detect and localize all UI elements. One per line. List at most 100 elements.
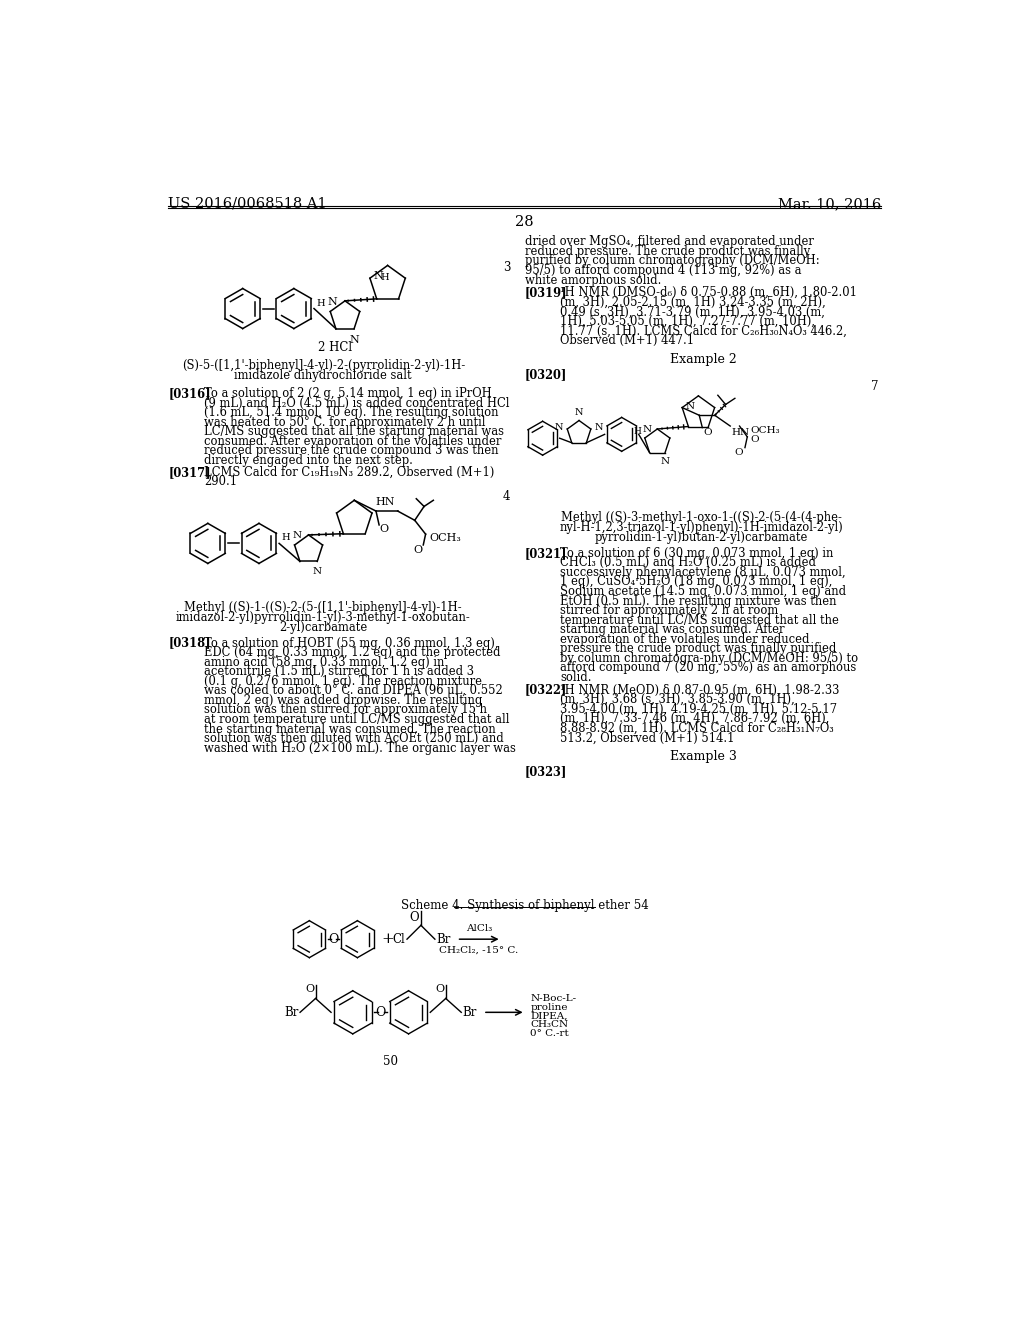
Text: HN: HN bbox=[376, 498, 395, 507]
Text: LCMS Calcd for C₁₉H₁₉N₃ 289.2, Observed (M+1): LCMS Calcd for C₁₉H₁₉N₃ 289.2, Observed … bbox=[204, 466, 495, 479]
Text: 8.88-8.92 (m, 1H). LCMS Calcd for C₂₈H₃₁N₇O₃: 8.88-8.92 (m, 1H). LCMS Calcd for C₂₈H₃₁… bbox=[560, 722, 835, 735]
Text: Example 3: Example 3 bbox=[670, 750, 736, 763]
Text: ¹H NMR (DMSO-d₆) δ 0.75-0.88 (m, 6H), 1.80-2.01: ¹H NMR (DMSO-d₆) δ 0.75-0.88 (m, 6H), 1.… bbox=[560, 286, 857, 300]
Text: reduced pressure. The crude product was finally: reduced pressure. The crude product was … bbox=[524, 246, 810, 257]
Text: N: N bbox=[292, 532, 301, 540]
Text: 513.2, Observed (M+1) 514.1: 513.2, Observed (M+1) 514.1 bbox=[560, 731, 735, 744]
Text: CHCl₃ (0.5 mL) and H₂O (0.25 mL) is added: CHCl₃ (0.5 mL) and H₂O (0.25 mL) is adde… bbox=[560, 556, 816, 569]
Text: mmol, 2 eq) was added dropwise. The resulting: mmol, 2 eq) was added dropwise. The resu… bbox=[204, 694, 482, 706]
Text: washed with H₂O (2×100 mL). The organic layer was: washed with H₂O (2×100 mL). The organic … bbox=[204, 742, 516, 755]
Text: [0319]: [0319] bbox=[524, 286, 567, 300]
Text: successively phenylacetylene (8 μL, 0.073 mmol,: successively phenylacetylene (8 μL, 0.07… bbox=[560, 566, 846, 579]
Text: Cl: Cl bbox=[392, 933, 404, 945]
Text: dried over MgSO₄, filtered and evaporated under: dried over MgSO₄, filtered and evaporate… bbox=[524, 235, 814, 248]
Text: Methyl ((S)-3-methyl-1-oxo-1-((S)-2-(5-(4-(4-phe-: Methyl ((S)-3-methyl-1-oxo-1-((S)-2-(5-(… bbox=[561, 511, 842, 524]
Text: To a solution of 2 (2 g, 5.14 mmol, 1 eq) in iPrOH: To a solution of 2 (2 g, 5.14 mmol, 1 eq… bbox=[204, 387, 492, 400]
Text: O: O bbox=[435, 983, 444, 994]
Text: H: H bbox=[281, 533, 290, 543]
Text: N: N bbox=[595, 422, 603, 432]
Text: 2-yl)carbamate: 2-yl)carbamate bbox=[280, 622, 368, 634]
Text: 2 HCl: 2 HCl bbox=[317, 341, 352, 354]
Text: OCH₃: OCH₃ bbox=[429, 533, 462, 543]
Text: solution was then diluted with AcOEt (250 mL) and: solution was then diluted with AcOEt (25… bbox=[204, 733, 504, 744]
Text: O: O bbox=[410, 911, 420, 924]
Text: amino acid (58 mg, 0.33 mmol, 1.2 eq) in: amino acid (58 mg, 0.33 mmol, 1.2 eq) in bbox=[204, 656, 444, 669]
Text: temperature until LC/MS suggested that all the: temperature until LC/MS suggested that a… bbox=[560, 614, 840, 627]
Text: [0322]: [0322] bbox=[524, 684, 567, 697]
Text: EtOH (0.5 mL). The resulting mixture was then: EtOH (0.5 mL). The resulting mixture was… bbox=[560, 594, 837, 607]
Text: acetonitrile (1.5 mL) stirred for 1 h is added 3: acetonitrile (1.5 mL) stirred for 1 h is… bbox=[204, 665, 474, 678]
Text: Observed (M+1) 447.1: Observed (M+1) 447.1 bbox=[560, 334, 694, 347]
Text: (m, 1H), 7.33-7.46 (m, 4H), 7.86-7.92 (m, 6H),: (m, 1H), 7.33-7.46 (m, 4H), 7.86-7.92 (m… bbox=[560, 713, 829, 725]
Text: 50: 50 bbox=[383, 1055, 398, 1068]
Text: 11.77 (s, 1H). LCMS Calcd for C₂₆H₃₀N₄O₃ 446.2,: 11.77 (s, 1H). LCMS Calcd for C₂₆H₃₀N₄O₃… bbox=[560, 325, 847, 338]
Text: [0321]: [0321] bbox=[524, 546, 567, 560]
Text: Example 2: Example 2 bbox=[670, 352, 736, 366]
Text: O: O bbox=[380, 524, 389, 535]
Text: OCH₃: OCH₃ bbox=[751, 426, 780, 436]
Text: pressure the crude product was finally purified: pressure the crude product was finally p… bbox=[560, 643, 837, 655]
Text: To a solution of HOBT (55 mg, 0.36 mmol, 1.3 eq),: To a solution of HOBT (55 mg, 0.36 mmol,… bbox=[204, 636, 499, 649]
Text: +: + bbox=[381, 932, 394, 946]
Text: LC/MS suggested that all the starting material was: LC/MS suggested that all the starting ma… bbox=[204, 425, 504, 438]
Text: Br: Br bbox=[436, 933, 451, 945]
Text: imidazole dihydrochloride salt: imidazole dihydrochloride salt bbox=[234, 370, 412, 383]
Text: ¹H NMR (MeOD) δ 0.87-0.95 (m, 6H), 1.98-2.33: ¹H NMR (MeOD) δ 0.87-0.95 (m, 6H), 1.98-… bbox=[560, 684, 840, 697]
Text: solid.: solid. bbox=[560, 671, 592, 684]
Text: afford compound 7 (20 mg, 55%) as an amorphous: afford compound 7 (20 mg, 55%) as an amo… bbox=[560, 661, 857, 675]
Text: O: O bbox=[735, 447, 743, 457]
Text: US 2016/0068518 A1: US 2016/0068518 A1 bbox=[168, 197, 327, 211]
Text: (S)-5-([1,1'-biphenyl]-4-yl)-2-(pyrrolidin-2-yl)-1H-: (S)-5-([1,1'-biphenyl]-4-yl)-2-(pyrrolid… bbox=[181, 359, 465, 372]
Text: O: O bbox=[376, 1006, 386, 1019]
Text: 0° C.-rt: 0° C.-rt bbox=[530, 1028, 569, 1038]
Text: AlCl₃: AlCl₃ bbox=[466, 924, 493, 933]
Text: H: H bbox=[380, 273, 389, 282]
Text: (m, 3H), 3.68 (s, 3H), 3.85-3.90 (m, 1H),: (m, 3H), 3.68 (s, 3H), 3.85-3.90 (m, 1H)… bbox=[560, 693, 796, 706]
Text: white amorphous solid.: white amorphous solid. bbox=[524, 273, 662, 286]
Text: evaporation of the volatiles under reduced: evaporation of the volatiles under reduc… bbox=[560, 632, 810, 645]
Text: directly engaged into the next step.: directly engaged into the next step. bbox=[204, 454, 413, 467]
Text: N: N bbox=[373, 271, 383, 281]
Text: H: H bbox=[633, 426, 641, 436]
Text: by column chromatogra-phy (DCM/MeOH: 95/5) to: by column chromatogra-phy (DCM/MeOH: 95/… bbox=[560, 652, 858, 665]
Text: 95/5) to afford compound 4 (113 mg, 92%) as a: 95/5) to afford compound 4 (113 mg, 92%)… bbox=[524, 264, 802, 277]
Text: was cooled to about 0° C. and DIPEA (96 μL, 0.552: was cooled to about 0° C. and DIPEA (96 … bbox=[204, 684, 503, 697]
Text: solution was then stirred for approximately 15 h: solution was then stirred for approximat… bbox=[204, 704, 487, 717]
Text: [0323]: [0323] bbox=[524, 766, 567, 779]
Text: Methyl ((S)-1-((S)-2-(5-([1,1'-biphenyl]-4-yl)-1H-: Methyl ((S)-1-((S)-2-(5-([1,1'-biphenyl]… bbox=[184, 601, 462, 614]
Text: (1.6 mL, 51.4 mmol, 10 eq). The resulting solution: (1.6 mL, 51.4 mmol, 10 eq). The resultin… bbox=[204, 407, 499, 420]
Text: Mar. 10, 2016: Mar. 10, 2016 bbox=[778, 197, 882, 211]
Text: N: N bbox=[328, 297, 338, 306]
Text: Sodium acetate (14.5 mg, 0.073 mmol, 1 eq) and: Sodium acetate (14.5 mg, 0.073 mmol, 1 e… bbox=[560, 585, 847, 598]
Text: stirred for approximately 2 h at room: stirred for approximately 2 h at room bbox=[560, 605, 778, 616]
Text: (m, 3H), 2.05-2.15 (m, 1H) 3.24-3.35 (m, 2H),: (m, 3H), 2.05-2.15 (m, 1H) 3.24-3.35 (m,… bbox=[560, 296, 826, 309]
Text: O: O bbox=[328, 933, 339, 945]
Text: consumed. After evaporation of the volatiles under: consumed. After evaporation of the volat… bbox=[204, 434, 502, 447]
Text: HN: HN bbox=[732, 428, 750, 437]
Text: 28: 28 bbox=[515, 215, 535, 230]
Text: O: O bbox=[305, 983, 314, 994]
Text: 0.49 (s, 3H), 3.71-3.79 (m, 1H), 3.95-4.03 (m,: 0.49 (s, 3H), 3.71-3.79 (m, 1H), 3.95-4.… bbox=[560, 305, 825, 318]
Text: 1H), 5.03-5.05 (m, 1H), 7.27-7.77 (m, 10H),: 1H), 5.03-5.05 (m, 1H), 7.27-7.77 (m, 10… bbox=[560, 315, 815, 327]
Text: 4: 4 bbox=[503, 490, 511, 503]
Text: reduced pressure the crude compound 3 was then: reduced pressure the crude compound 3 wa… bbox=[204, 445, 499, 457]
Text: Br: Br bbox=[284, 1006, 299, 1019]
Text: Br: Br bbox=[463, 1006, 477, 1019]
Text: EDC (64 mg, 0.33 mmol, 1.2 eq) and the protected: EDC (64 mg, 0.33 mmol, 1.2 eq) and the p… bbox=[204, 645, 501, 659]
Text: at room temperature until LC/MS suggested that all: at room temperature until LC/MS suggeste… bbox=[204, 713, 510, 726]
Text: O: O bbox=[751, 436, 759, 445]
Text: N: N bbox=[555, 422, 563, 432]
Text: DIPEA,: DIPEA, bbox=[530, 1012, 567, 1020]
Text: (9 mL) and H₂O (4.5 mL) is added concentrated HCl: (9 mL) and H₂O (4.5 mL) is added concent… bbox=[204, 396, 510, 409]
Text: starting material was consumed. After: starting material was consumed. After bbox=[560, 623, 785, 636]
Text: 3.95-4.00 (m, 1H), 4.19-4.25 (m, 1H), 5.12-5.17: 3.95-4.00 (m, 1H), 4.19-4.25 (m, 1H), 5.… bbox=[560, 702, 838, 715]
Text: imidazol-2-yl)pyrrolidin-1-yl)-3-methyl-1-oxobutan-: imidazol-2-yl)pyrrolidin-1-yl)-3-methyl-… bbox=[176, 611, 471, 624]
Text: was heated to 50° C. for approximately 2 h until: was heated to 50° C. for approximately 2… bbox=[204, 416, 485, 429]
Text: 7: 7 bbox=[870, 380, 879, 393]
Text: [0317]: [0317] bbox=[168, 466, 211, 479]
Text: nyl-H-1,2,3-triazol-1-yl)phenyl)-1H-imidazol-2-yl): nyl-H-1,2,3-triazol-1-yl)phenyl)-1H-imid… bbox=[560, 521, 844, 535]
Text: Scheme 4. Synthesis of biphenyl ether 54: Scheme 4. Synthesis of biphenyl ether 54 bbox=[401, 899, 648, 912]
Text: the starting material was consumed. The reaction: the starting material was consumed. The … bbox=[204, 722, 496, 735]
Text: 3: 3 bbox=[503, 261, 511, 273]
Text: H: H bbox=[316, 300, 326, 309]
